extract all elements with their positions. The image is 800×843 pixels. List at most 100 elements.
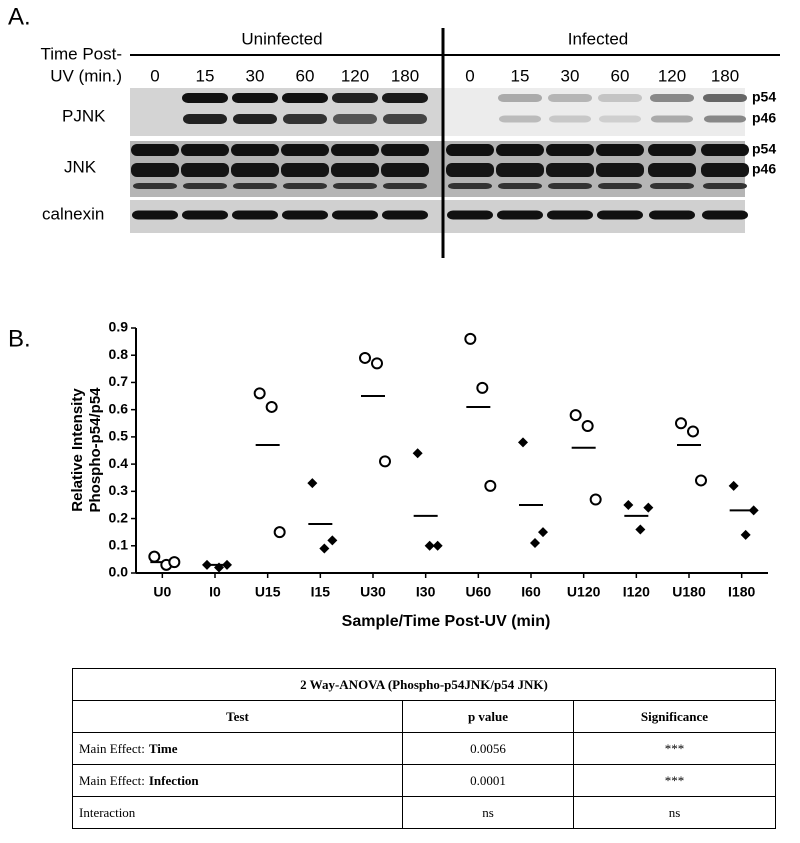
cell: 0.0001 — [402, 764, 574, 797]
point — [530, 538, 540, 549]
point — [359, 351, 371, 364]
band — [231, 163, 279, 177]
lane-label: 30 — [561, 66, 580, 85]
point — [589, 493, 602, 506]
point — [538, 527, 548, 538]
point — [168, 556, 181, 569]
header-cell: Significance — [573, 700, 776, 733]
point — [635, 524, 646, 535]
lane-label: 120 — [341, 66, 369, 85]
header-cell: p value — [402, 700, 574, 733]
point — [273, 526, 286, 539]
band — [381, 144, 429, 156]
cell: *** — [573, 732, 776, 765]
band — [496, 163, 544, 177]
y-tick-label: 0.2 — [109, 509, 129, 525]
y-tick-label: 0.9 — [109, 319, 129, 335]
point — [202, 559, 212, 570]
y-axis-label: Phospho-p54/p54 — [87, 387, 104, 513]
y-tick-label: 0.6 — [109, 400, 129, 416]
band — [232, 210, 278, 220]
point — [748, 505, 759, 516]
cell: Interaction — [72, 796, 403, 829]
band — [650, 183, 694, 189]
point — [476, 381, 489, 394]
band-label: p46 — [752, 161, 776, 177]
band — [498, 183, 542, 189]
band — [233, 114, 277, 124]
group-label: Uninfected — [241, 29, 322, 48]
band — [703, 183, 747, 189]
time-label: Time Post- — [40, 44, 122, 63]
point — [148, 550, 161, 563]
cell-text: Main Effect: — [79, 740, 145, 756]
point — [253, 387, 266, 400]
anova-table: 2 Way-ANOVA (Phospho-p54JNK/p54 JNK) Tes… — [72, 668, 776, 829]
point — [675, 417, 687, 430]
band — [649, 210, 695, 220]
lane-label: 15 — [196, 66, 215, 85]
band — [281, 144, 329, 156]
y-tick-label: 0.5 — [109, 428, 129, 444]
band — [447, 210, 493, 220]
table-row: Main Effect: Time 0.0056 *** — [72, 732, 776, 765]
x-tick-label: I120 — [623, 584, 650, 600]
y-tick-label: 0.7 — [109, 373, 129, 389]
cell: *** — [573, 764, 776, 797]
band — [332, 210, 378, 220]
x-tick-label: I30 — [416, 584, 436, 600]
point — [379, 455, 391, 468]
point — [643, 502, 654, 513]
x-tick-label: U120 — [567, 584, 601, 600]
band — [596, 163, 644, 177]
band — [497, 210, 543, 220]
cell: ns — [402, 796, 574, 829]
y-axis-label: Relative Intensity — [69, 388, 86, 512]
row-label: calnexin — [42, 204, 104, 223]
panel-letter: B. — [8, 325, 31, 352]
x-tick-label: U15 — [255, 584, 281, 600]
point — [569, 409, 582, 422]
band — [233, 183, 277, 189]
x-axis-label: Sample/Time Post-UV (min) — [342, 613, 551, 630]
band — [382, 93, 428, 103]
point — [581, 420, 594, 432]
scatter-chart: 0.0 0.1 0.2 0.3 0.4 0.5 0.6 0.7 0.8 0.9 Relative I… — [69, 319, 768, 630]
lane-label: 15 — [511, 66, 530, 85]
point — [464, 332, 477, 345]
band — [131, 144, 179, 156]
band-label: p46 — [752, 110, 776, 126]
band — [596, 144, 644, 156]
figure: A. Uninfected Infected Time Post- UV (mi… — [8, 3, 780, 665]
x-tick-label: I0 — [209, 584, 221, 600]
band — [496, 144, 544, 156]
y-tick-label: 0.0 — [109, 564, 129, 580]
band — [131, 163, 179, 177]
band — [547, 210, 593, 220]
band — [381, 163, 429, 177]
point — [222, 559, 232, 570]
band — [650, 94, 694, 102]
band — [232, 93, 278, 103]
band-label: p54 — [752, 89, 776, 105]
y-tick-label: 0.4 — [109, 455, 129, 471]
band — [703, 94, 747, 102]
band — [701, 144, 749, 156]
panel-letter: A. — [8, 3, 31, 30]
band — [599, 115, 641, 123]
band — [332, 93, 378, 103]
band — [704, 115, 746, 123]
band — [282, 210, 328, 220]
lane-label: 180 — [711, 66, 739, 85]
point — [371, 357, 383, 370]
point — [327, 535, 338, 546]
cell-bold: Infection — [148, 772, 199, 788]
y-tick-label: 0.8 — [109, 346, 129, 362]
band — [382, 210, 428, 220]
lane-label: 30 — [246, 66, 265, 85]
band — [548, 94, 592, 102]
x-tick-label: I15 — [311, 584, 331, 600]
band — [282, 93, 328, 103]
band — [333, 114, 377, 124]
table-row: Interaction ns ns — [72, 796, 776, 829]
